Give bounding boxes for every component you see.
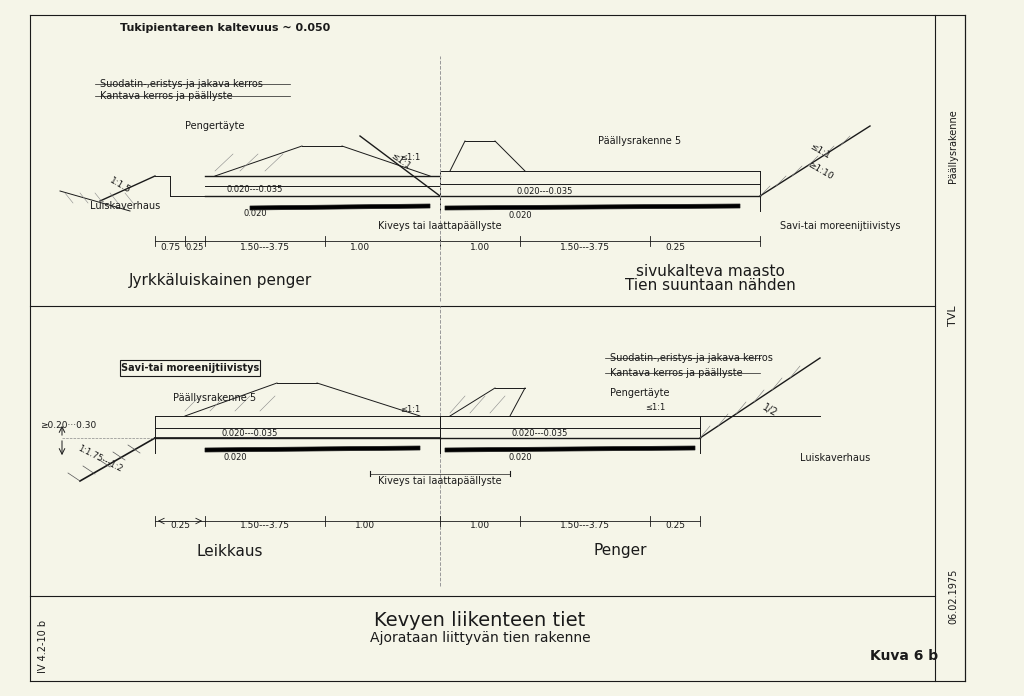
Text: Savi-tai moreenijtiivistys: Savi-tai moreenijtiivistys xyxy=(121,363,259,373)
Text: 1/2: 1/2 xyxy=(761,402,779,418)
Text: Tien suuntaan nähden: Tien suuntaan nähden xyxy=(625,278,796,294)
Text: Leikkaus: Leikkaus xyxy=(197,544,263,558)
Text: ≤1:1: ≤1:1 xyxy=(808,141,831,160)
Text: sivukalteva maasto: sivukalteva maasto xyxy=(636,264,784,278)
Text: 1.00: 1.00 xyxy=(470,521,490,530)
Text: Jyrkkäluiskainen penger: Jyrkkäluiskainen penger xyxy=(128,274,311,289)
Text: 1:1.5: 1:1.5 xyxy=(108,176,132,196)
Text: Penger: Penger xyxy=(593,544,647,558)
Text: 0.020---0.035: 0.020---0.035 xyxy=(517,187,573,196)
Text: Päällysrakenne 5: Päällysrakenne 5 xyxy=(598,136,682,146)
Text: 0.25: 0.25 xyxy=(185,244,204,253)
Text: 06.02.1975: 06.02.1975 xyxy=(948,569,958,624)
Bar xyxy=(120,360,260,376)
Text: 0.25: 0.25 xyxy=(665,521,685,530)
Text: Päällysrakenne 5: Päällysrakenne 5 xyxy=(173,393,257,403)
Text: ≤1:1: ≤1:1 xyxy=(400,406,420,415)
Text: Päällysrakenne: Päällysrakenne xyxy=(948,109,958,183)
Text: Kevyen liikenteen tiet: Kevyen liikenteen tiet xyxy=(375,612,586,631)
Text: 1.50---3.75: 1.50---3.75 xyxy=(560,244,610,253)
Text: ≥0.20···0.30: ≥0.20···0.30 xyxy=(40,422,96,431)
Text: 1.50---3.75: 1.50---3.75 xyxy=(240,244,290,253)
Text: 0.020: 0.020 xyxy=(243,209,267,219)
Text: 1.50---3.75: 1.50---3.75 xyxy=(240,521,290,530)
Text: 1.00: 1.00 xyxy=(350,244,370,253)
Polygon shape xyxy=(250,204,430,210)
Text: 0.25: 0.25 xyxy=(665,244,685,253)
Text: 1:1.75---1:2: 1:1.75---1:2 xyxy=(76,444,124,474)
Text: 0.25: 0.25 xyxy=(170,521,190,530)
Text: Savi-tai moreenijtiivistys: Savi-tai moreenijtiivistys xyxy=(780,221,900,231)
Polygon shape xyxy=(445,204,740,210)
Text: Pengertäyte: Pengertäyte xyxy=(185,121,245,131)
Text: ≥1:10: ≥1:10 xyxy=(806,160,835,182)
Text: Luiskaverhaus: Luiskaverhaus xyxy=(90,201,160,211)
Text: 0.75: 0.75 xyxy=(160,244,180,253)
Text: Ajorataan liittyvän tien rakenne: Ajorataan liittyvän tien rakenne xyxy=(370,631,590,645)
Text: Pengertäyte: Pengertäyte xyxy=(610,388,670,398)
Text: 1.00: 1.00 xyxy=(355,521,375,530)
Text: Kuva 6 b: Kuva 6 b xyxy=(870,649,938,663)
Polygon shape xyxy=(205,446,420,452)
Text: 0.020: 0.020 xyxy=(223,454,247,463)
Text: Tukipientareen kaltevuus ~ 0.050: Tukipientareen kaltevuus ~ 0.050 xyxy=(120,23,331,33)
Text: IV 4.2-10 b: IV 4.2-10 b xyxy=(38,619,48,672)
Text: Kiveys tai laattapäällyste: Kiveys tai laattapäällyste xyxy=(378,476,502,486)
Text: Kiveys tai laattapäällyste: Kiveys tai laattapäällyste xyxy=(378,221,502,231)
Text: Kantava kerros ja päällyste: Kantava kerros ja päällyste xyxy=(100,91,232,101)
Text: ≤1:1: ≤1:1 xyxy=(645,404,666,413)
Text: Suodatin-,eristys-ja jakava kerros: Suodatin-,eristys-ja jakava kerros xyxy=(100,79,263,89)
Text: 0.020---0.035: 0.020---0.035 xyxy=(222,429,279,438)
Text: TVL: TVL xyxy=(948,306,958,326)
Text: ≤1:1: ≤1:1 xyxy=(400,154,420,162)
Text: 0.020---0.035: 0.020---0.035 xyxy=(226,186,284,194)
Text: ≤1:1: ≤1:1 xyxy=(388,151,412,171)
Text: 1.00: 1.00 xyxy=(470,244,490,253)
Polygon shape xyxy=(445,446,695,452)
Text: 1.50---3.75: 1.50---3.75 xyxy=(560,521,610,530)
Text: 0.020: 0.020 xyxy=(508,212,531,221)
Text: Luiskaverhaus: Luiskaverhaus xyxy=(800,453,870,463)
Text: 0.020---0.035: 0.020---0.035 xyxy=(512,429,568,438)
Text: 0.020: 0.020 xyxy=(508,454,531,463)
Text: Kantava kerros ja päällyste: Kantava kerros ja päällyste xyxy=(610,368,742,378)
Text: Suodatin-,eristys-ja jakava kerros: Suodatin-,eristys-ja jakava kerros xyxy=(610,353,773,363)
